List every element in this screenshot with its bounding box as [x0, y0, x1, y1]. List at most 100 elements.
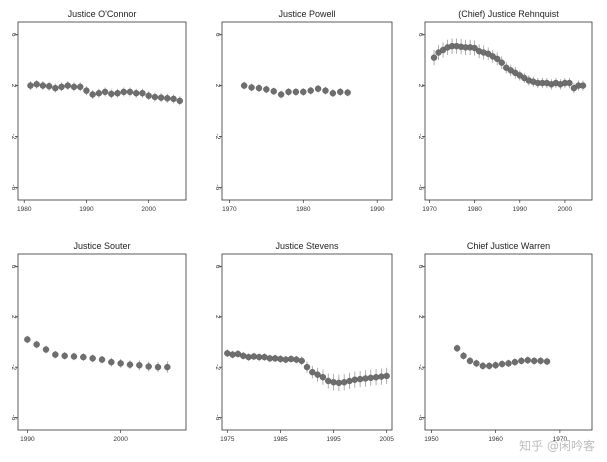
x-tick-label: 2000	[113, 436, 128, 443]
panel-title: Justice Souter	[73, 241, 130, 251]
data-point	[530, 357, 538, 365]
data-point	[229, 351, 236, 358]
data-point	[255, 353, 263, 361]
x-tick-label: 2000	[558, 206, 573, 213]
x-tick-label: 1995	[326, 436, 341, 443]
data-point	[543, 358, 551, 365]
data-point	[133, 89, 140, 97]
data-point	[52, 351, 59, 358]
data-point	[245, 353, 252, 361]
data-point	[117, 360, 124, 367]
data-point	[157, 94, 165, 101]
y-tick-label: 2	[214, 84, 221, 88]
data-point	[372, 374, 380, 381]
data-point	[303, 363, 311, 371]
x-tick-label: 2005	[379, 436, 394, 443]
data-point	[277, 91, 285, 98]
data-point	[266, 355, 274, 362]
data-point	[98, 356, 106, 363]
data-point	[285, 88, 292, 96]
panel-1: Justice O'Connor 1980 1990 2000 6 2 -2 -6	[10, 9, 187, 213]
data-point	[70, 353, 78, 360]
data-point	[45, 83, 53, 90]
x-tick-label: 1980	[17, 206, 32, 213]
data-point	[261, 353, 268, 361]
data-point	[314, 371, 321, 378]
data-point	[101, 88, 109, 96]
y-tick-label: -6	[417, 184, 424, 190]
data-point	[145, 363, 152, 370]
data-point	[383, 372, 390, 380]
y-tick-label: -6	[10, 184, 17, 190]
data-point	[89, 355, 96, 362]
data-point	[362, 375, 369, 382]
x-tick-label: 1990	[20, 436, 35, 443]
y-tick-label: 2	[10, 84, 17, 88]
data-point	[114, 89, 121, 97]
y-tick-label: -6	[214, 415, 221, 421]
data-point	[120, 88, 127, 96]
data-point	[337, 88, 344, 96]
data-point	[170, 95, 177, 103]
x-tick-label: 2000	[141, 206, 156, 213]
y-tick-label: -2	[417, 364, 424, 370]
data-point	[277, 355, 284, 363]
y-tick-label: 6	[214, 33, 221, 37]
data-point	[224, 350, 231, 357]
y-tick-label: 2	[214, 315, 221, 319]
y-tick-label: 2	[417, 315, 424, 319]
data-point	[566, 79, 573, 87]
watermark-text: 知乎 @闲吟客	[519, 439, 595, 453]
data-point	[64, 82, 71, 89]
data-point	[492, 362, 499, 369]
y-tick-label: -2	[214, 134, 221, 140]
data-point	[108, 90, 115, 98]
plot-frame	[221, 253, 393, 431]
y-tick-label: -6	[417, 415, 424, 421]
panel-6: Chief Justice Warren 1950 1960 1970 6 2 -2 -6	[417, 241, 593, 443]
data-point	[126, 88, 134, 96]
data-point	[486, 362, 493, 370]
data-point	[351, 376, 359, 383]
data-point	[42, 346, 50, 353]
data-point	[240, 82, 248, 89]
y-tick-label: 6	[417, 33, 424, 37]
data-point	[466, 357, 474, 365]
data-point	[108, 358, 115, 366]
y-tick-label: 6	[10, 265, 17, 269]
y-tick-label: -2	[10, 364, 17, 370]
data-point	[234, 350, 242, 358]
data-point	[33, 81, 40, 88]
data-point	[240, 352, 247, 360]
panel-4: Justice Souter 1990 2000 6 2 -2 -6	[10, 241, 187, 443]
x-tick-label: 1970	[553, 436, 568, 443]
data-point	[80, 353, 87, 361]
data-point	[340, 379, 348, 386]
data-point	[154, 363, 162, 371]
data-point	[344, 89, 351, 96]
x-tick-label: 1990	[79, 206, 94, 213]
x-tick-label: 1980	[467, 206, 482, 213]
y-tick-label: 2	[10, 315, 17, 319]
panel-title: Chief Justice Warren	[467, 241, 550, 251]
y-tick-label: -6	[214, 184, 221, 190]
data-point	[460, 352, 467, 360]
data-point	[176, 97, 183, 105]
y-tick-label: 6	[417, 265, 424, 269]
data-point	[579, 82, 587, 89]
data-point	[498, 59, 505, 66]
data-point	[151, 93, 159, 101]
data-point	[58, 83, 65, 91]
data-point	[282, 356, 289, 363]
data-point	[314, 85, 322, 92]
data-point	[298, 357, 305, 365]
data-point	[378, 373, 385, 380]
x-tick-label: 1975	[220, 436, 235, 443]
data-point	[511, 358, 519, 366]
data-point	[33, 341, 40, 348]
data-point	[319, 374, 327, 381]
plot-frame	[221, 21, 393, 201]
data-point	[498, 360, 506, 368]
data-point	[367, 374, 374, 382]
